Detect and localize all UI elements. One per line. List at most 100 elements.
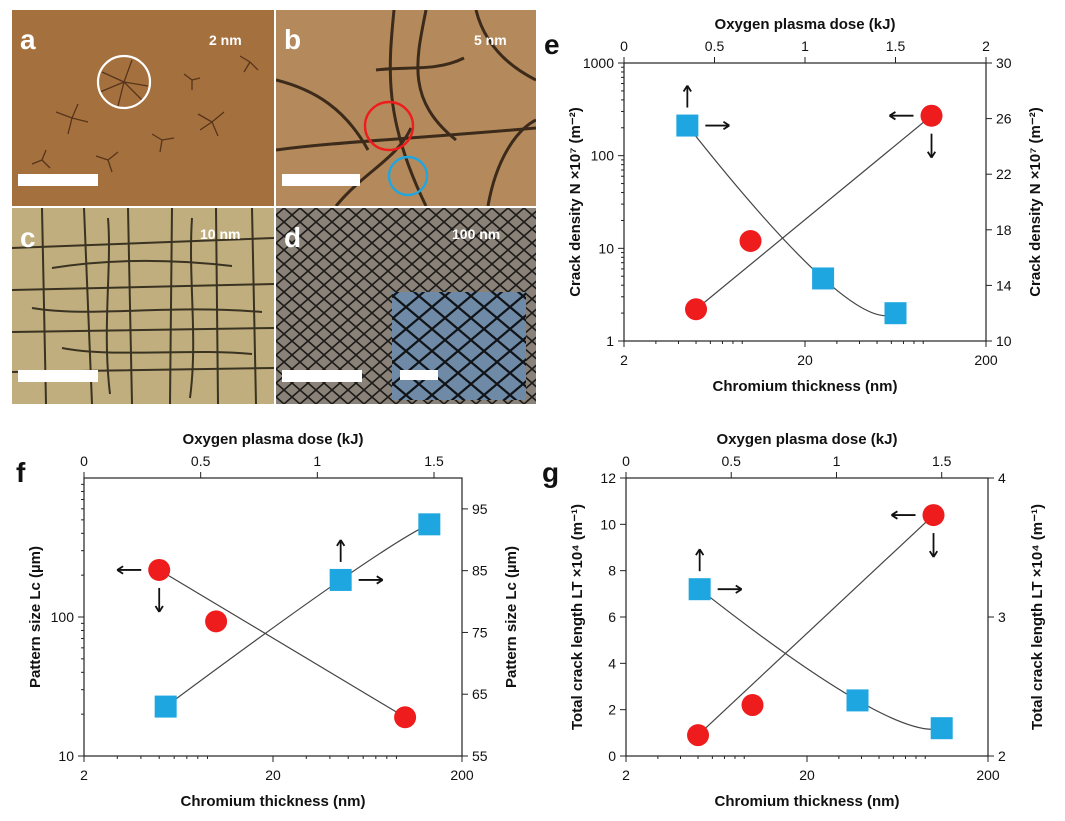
fit-line-square bbox=[699, 588, 942, 730]
data-point-circle bbox=[205, 610, 228, 633]
y-tick-label: 100 bbox=[51, 609, 75, 625]
scale-bar-a bbox=[18, 174, 98, 186]
thickness-label-d: 100 nm bbox=[452, 226, 501, 242]
y-axis-label: Crack density N ×10⁷ (m⁻²) bbox=[567, 107, 584, 297]
x-top-tick-label: 0.5 bbox=[705, 38, 725, 54]
y2-tick-label: 18 bbox=[996, 222, 1012, 238]
scale-bar-d-inset bbox=[400, 370, 438, 380]
data-point-circle bbox=[148, 558, 171, 581]
y2-tick-label: 2 bbox=[998, 748, 1006, 764]
arrow-up-indicator-head bbox=[682, 85, 692, 92]
y-tick-label: 0 bbox=[608, 748, 616, 764]
y2-tick-label: 4 bbox=[998, 470, 1006, 486]
arrow-down-indicator-head bbox=[927, 151, 937, 159]
y-axis-label: Pattern size Lc (µm) bbox=[27, 546, 44, 688]
arrow-left-indicator-head bbox=[116, 565, 124, 575]
arrow-down-indicator-head bbox=[929, 550, 939, 558]
y-tick-label: 10 bbox=[598, 240, 614, 256]
micrograph-b: b 5 nm bbox=[276, 10, 536, 206]
x-top-tick-label: 0 bbox=[620, 38, 628, 54]
data-point-square bbox=[884, 302, 907, 325]
thickness-label-b: 5 nm bbox=[474, 32, 507, 48]
y2-axis-label: Pattern size Lc (µm) bbox=[503, 546, 520, 688]
data-point-square bbox=[418, 513, 441, 536]
data-point-square bbox=[688, 578, 711, 601]
panel-label-g: g bbox=[542, 457, 559, 488]
x-tick-label: 2 bbox=[80, 767, 88, 783]
arrow-left-indicator-head bbox=[891, 510, 898, 520]
y-tick-label: 12 bbox=[600, 470, 616, 486]
y2-tick-label: 95 bbox=[472, 501, 488, 517]
y2-tick-label: 75 bbox=[472, 624, 488, 640]
y2-tick-label: 26 bbox=[996, 111, 1012, 127]
fit-line-circle bbox=[695, 115, 932, 310]
y2-tick-label: 10 bbox=[996, 333, 1012, 349]
data-point-circle bbox=[685, 298, 708, 321]
x-tick-label: 20 bbox=[797, 352, 813, 368]
fit-line-circle bbox=[697, 514, 934, 736]
chart-f-svg: f 2 20 200 0 0.5 1 1.5 10 100 55 65 75 85 95 Chromium t… bbox=[16, 431, 520, 810]
data-point-circle bbox=[741, 694, 764, 717]
y-tick-label: 2 bbox=[608, 702, 616, 718]
x-tick-label: 200 bbox=[976, 767, 1000, 783]
x-tick-label: 20 bbox=[799, 767, 815, 783]
data-point-square bbox=[812, 267, 835, 290]
data-point-circle bbox=[739, 229, 762, 252]
x-tick-label: 200 bbox=[974, 352, 998, 368]
x-top-tick-label: 0 bbox=[622, 453, 630, 469]
x-tick-label: 2 bbox=[620, 352, 628, 368]
x-axis-label: Chromium thickness (nm) bbox=[714, 793, 899, 810]
x-top-tick-label: 1 bbox=[833, 453, 841, 469]
data-point-square bbox=[930, 717, 953, 740]
y-tick-label: 8 bbox=[608, 563, 616, 579]
data-point-circle bbox=[920, 104, 943, 127]
panel-label-f: f bbox=[16, 457, 26, 488]
x-top-tick-label: 0.5 bbox=[191, 453, 211, 469]
arrow-left-indicator-head bbox=[889, 111, 896, 121]
micrograph-d: d 100 nm bbox=[276, 208, 536, 404]
thickness-label-a: 2 nm bbox=[209, 32, 242, 48]
panel-label-e: e bbox=[544, 29, 560, 60]
y-tick-label: 10 bbox=[600, 516, 616, 532]
x-top-tick-label: 2 bbox=[982, 38, 990, 54]
y2-tick-label: 3 bbox=[998, 609, 1006, 625]
data-point-square bbox=[676, 114, 699, 137]
data-point-circle bbox=[687, 724, 710, 747]
x-axis-label: Chromium thickness (nm) bbox=[180, 793, 365, 810]
scale-bar-c bbox=[18, 370, 98, 382]
fit-line-square bbox=[165, 523, 430, 708]
x-top-tick-label: 1.5 bbox=[886, 38, 906, 54]
x-top-tick-label: 1 bbox=[313, 453, 321, 469]
data-point-square bbox=[329, 568, 352, 591]
x-top-tick-label: 0.5 bbox=[721, 453, 741, 469]
chart-e: e 2 20 200 0 0.5 1 1.5 2 1 10 100 1000 10 14 18 22 26 30 Ch… bbox=[538, 4, 1060, 414]
y2-tick-label: 22 bbox=[996, 166, 1012, 182]
micrograph-a-image bbox=[12, 10, 274, 206]
arrow-right-indicator-head bbox=[376, 575, 384, 585]
y2-tick-label: 14 bbox=[996, 277, 1012, 293]
y2-tick-label: 85 bbox=[472, 563, 488, 579]
arrow-right-indicator-head bbox=[722, 121, 730, 131]
y2-axis-label: Crack density N ×10⁷ (m⁻²) bbox=[1027, 107, 1044, 297]
panel-label-c: c bbox=[20, 222, 36, 253]
arrow-right-indicator-head bbox=[735, 584, 743, 594]
x-top-axis-label: Oxygen plasma dose (kJ) bbox=[183, 431, 364, 448]
y2-tick-label: 30 bbox=[996, 55, 1012, 71]
micrograph-b-image bbox=[276, 10, 536, 206]
panel-label-d: d bbox=[284, 222, 302, 253]
panel-label-b: b bbox=[284, 24, 302, 55]
scale-bar-b bbox=[282, 174, 360, 186]
x-top-tick-label: 1 bbox=[801, 38, 809, 54]
x-tick-label: 20 bbox=[265, 767, 281, 783]
y2-tick-label: 65 bbox=[472, 686, 488, 702]
arrow-down-indicator-head bbox=[154, 605, 164, 613]
fit-line-square bbox=[686, 125, 896, 317]
arrow-up-indicator-head bbox=[336, 539, 346, 547]
y-axis-label: Total crack length LT ×10⁴ (m⁻¹) bbox=[569, 504, 586, 730]
data-point-square bbox=[846, 689, 869, 712]
x-top-tick-label: 0 bbox=[80, 453, 88, 469]
x-top-tick-label: 1.5 bbox=[932, 453, 952, 469]
y2-tick-label: 55 bbox=[472, 748, 488, 764]
